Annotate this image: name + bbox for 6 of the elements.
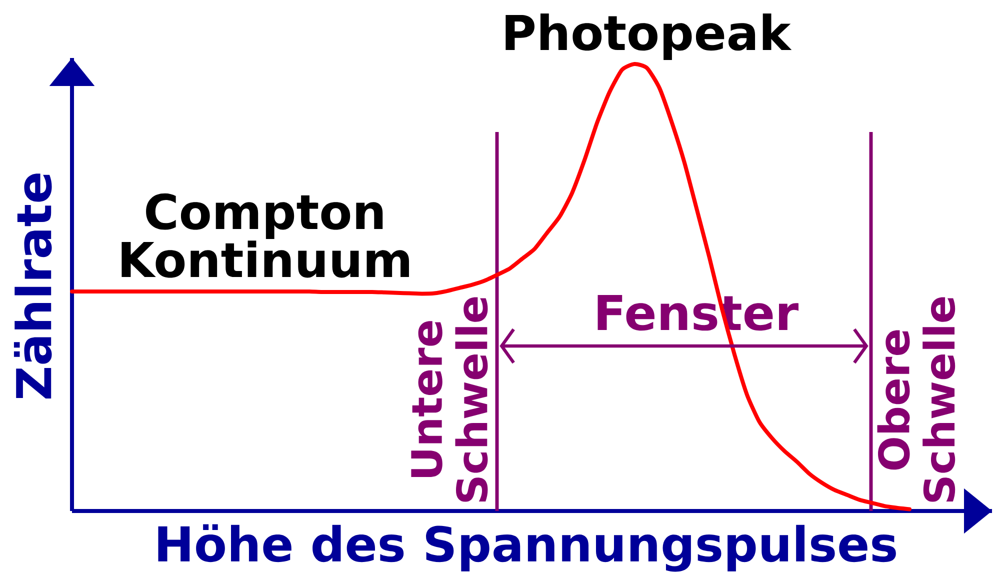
text: Photopeak	[506, 14, 792, 60]
annotation: Obere Schwelle	[877, 297, 956, 502]
annotation: Compton Kontinuum	[122, 193, 409, 278]
x-axis-title: Höhe des Spannungspulses	[158, 524, 896, 572]
annotation: Untere Schwelle	[411, 297, 488, 502]
y-axis-title: Zählrate	[14, 174, 52, 399]
